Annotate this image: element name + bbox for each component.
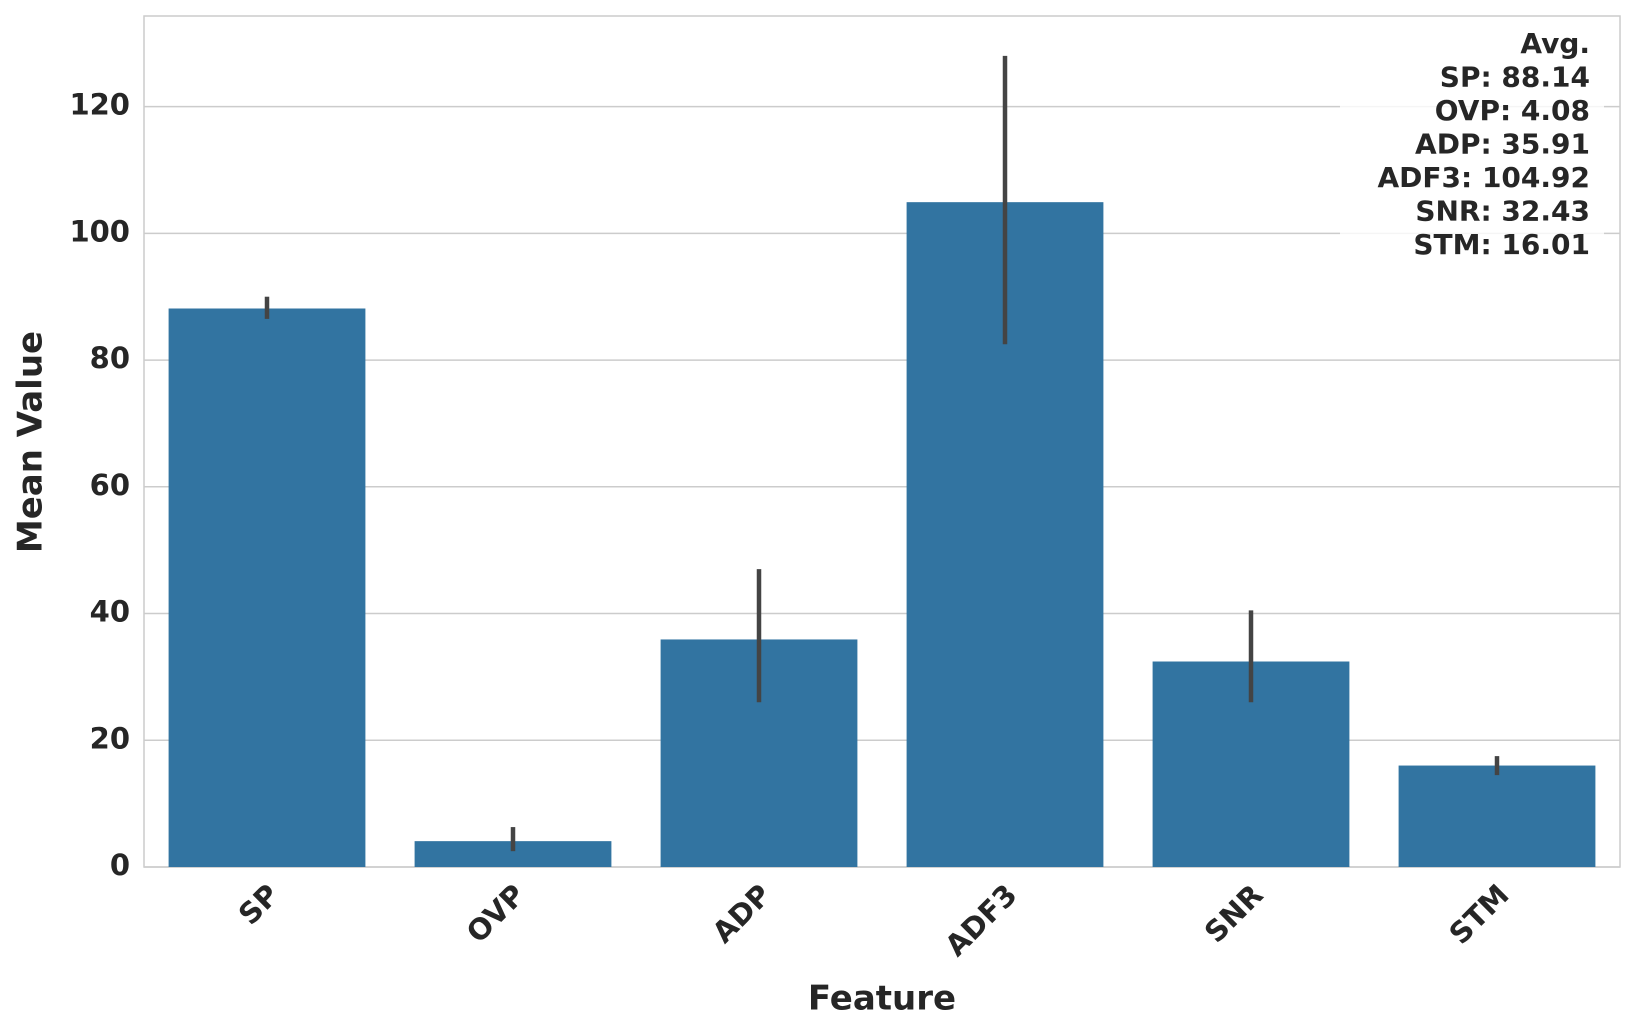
plot-frame — [143, 15, 1621, 868]
annotation-line: SNR: 32.43 — [1415, 195, 1590, 228]
x-tick-label: ADF3 — [938, 878, 1023, 963]
x-axis-label: Feature — [808, 979, 956, 1019]
y-axis-label: Mean Value — [11, 331, 51, 553]
annotation-box — [1340, 26, 1604, 262]
y-tick-label: 40 — [90, 595, 130, 629]
x-tick-label: SP — [232, 878, 286, 932]
bar — [168, 308, 366, 867]
bar — [1398, 765, 1596, 867]
x-tick-label: STM — [1442, 878, 1515, 951]
y-tick-label: 0 — [110, 848, 130, 882]
x-tick-label: ADP — [706, 878, 778, 950]
annotation-line: ADP: 35.91 — [1415, 128, 1590, 161]
y-tick-label: 60 — [90, 468, 130, 502]
annotation-line: OVP: 4.08 — [1435, 94, 1590, 127]
x-tick-label: SNR — [1198, 878, 1270, 950]
y-tick-label: 20 — [90, 721, 130, 755]
x-tick-label: OVP — [460, 878, 532, 950]
y-tick-label: 100 — [69, 214, 130, 248]
annotation-line: STM: 16.01 — [1413, 228, 1590, 261]
y-tick-label: 120 — [69, 88, 130, 122]
annotation-line: ADF3: 104.92 — [1377, 161, 1590, 194]
annotation-line: Avg. — [1520, 27, 1590, 60]
y-tick-label: 80 — [90, 341, 130, 375]
annotation-line: SP: 88.14 — [1440, 61, 1590, 94]
